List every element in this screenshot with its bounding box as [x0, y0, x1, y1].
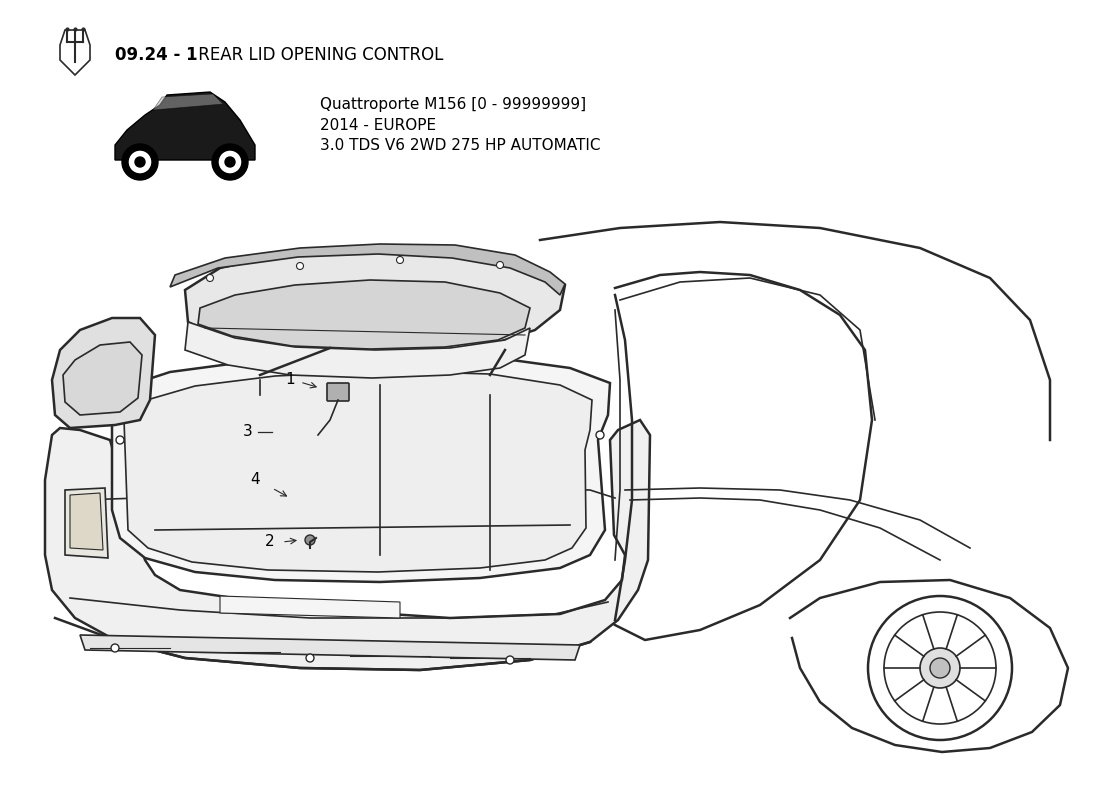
Circle shape — [122, 144, 158, 180]
Polygon shape — [170, 244, 565, 295]
Polygon shape — [52, 318, 155, 428]
Polygon shape — [185, 248, 565, 352]
Circle shape — [920, 648, 960, 688]
Circle shape — [297, 262, 304, 270]
Circle shape — [212, 144, 248, 180]
Circle shape — [884, 612, 996, 724]
Text: 2: 2 — [265, 534, 275, 550]
Circle shape — [596, 431, 604, 439]
Polygon shape — [65, 488, 108, 558]
Circle shape — [506, 656, 514, 664]
Text: 3: 3 — [243, 425, 253, 439]
Circle shape — [128, 150, 152, 174]
Text: 4: 4 — [250, 473, 260, 487]
Polygon shape — [148, 380, 575, 552]
Polygon shape — [60, 30, 90, 75]
Polygon shape — [116, 92, 255, 160]
Circle shape — [496, 262, 504, 269]
Polygon shape — [220, 596, 400, 618]
Polygon shape — [63, 342, 142, 415]
Circle shape — [218, 150, 242, 174]
Text: REAR LID OPENING CONTROL: REAR LID OPENING CONTROL — [192, 46, 443, 64]
Circle shape — [226, 157, 235, 167]
Polygon shape — [45, 420, 650, 670]
Text: Quattroporte M156 [0 - 99999999]: Quattroporte M156 [0 - 99999999] — [320, 98, 586, 113]
Circle shape — [116, 436, 124, 444]
Circle shape — [306, 654, 313, 662]
Polygon shape — [153, 94, 223, 110]
Circle shape — [868, 596, 1012, 740]
Polygon shape — [70, 493, 103, 550]
Circle shape — [135, 157, 145, 167]
Text: 2014 - EUROPE: 2014 - EUROPE — [320, 118, 436, 133]
Text: 3.0 TDS V6 2WD 275 HP AUTOMATIC: 3.0 TDS V6 2WD 275 HP AUTOMATIC — [320, 138, 601, 153]
Circle shape — [207, 274, 213, 282]
Circle shape — [111, 644, 119, 652]
Polygon shape — [124, 371, 592, 572]
Polygon shape — [80, 635, 580, 660]
Polygon shape — [198, 280, 530, 349]
Text: 09.24 - 1: 09.24 - 1 — [116, 46, 198, 64]
Polygon shape — [112, 354, 610, 582]
Circle shape — [396, 257, 404, 263]
Circle shape — [305, 535, 315, 545]
FancyBboxPatch shape — [327, 383, 349, 401]
Text: 1: 1 — [285, 373, 295, 387]
Polygon shape — [185, 322, 530, 378]
Circle shape — [930, 658, 950, 678]
